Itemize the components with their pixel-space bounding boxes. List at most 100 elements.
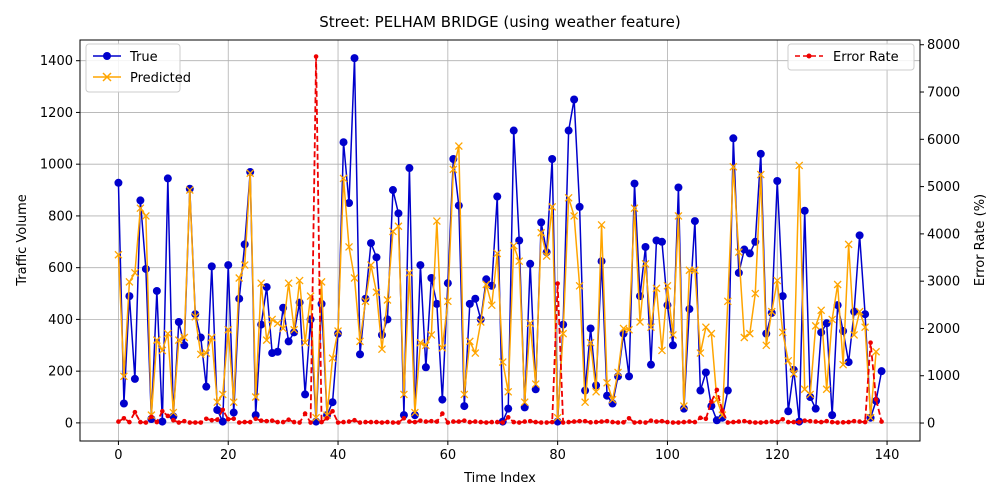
data-point-predicted [119,372,128,381]
series-predicted [114,142,881,422]
data-point-true [163,174,172,183]
data-point-error-rate [445,420,451,425]
data-point-predicted [405,268,414,277]
data-point-error-rate [396,420,401,425]
data-point-error-rate [368,419,374,425]
data-point-predicted [515,257,524,266]
data-point-error-rate [187,420,193,425]
y2-tick-label: 7000 [927,86,960,101]
data-point-error-rate [203,416,209,422]
data-point-predicted [504,387,513,396]
data-point-predicted [141,211,150,220]
data-point-predicted [152,336,161,345]
y-tick-label: 1400 [40,54,73,69]
data-point-true [701,368,710,377]
data-point-predicted [350,274,359,282]
data-point-predicted [427,330,436,339]
data-point-error-rate [632,420,637,425]
data-point-predicted [482,280,491,289]
data-point-error-rate [752,420,758,425]
data-point-error-rate [500,420,506,425]
data-point-error-rate [335,420,341,425]
data-point-predicted [559,329,568,338]
data-point-error-rate [434,419,440,424]
data-point-error-rate [225,416,231,422]
data-point-error-rate [846,419,851,425]
data-point-true [350,54,359,63]
data-point-true [421,363,430,372]
data-point-true [377,330,386,339]
data-point-error-rate [709,399,714,405]
data-point-predicted [493,249,502,258]
data-point-error-rate [857,419,862,424]
data-point-true [520,403,529,412]
data-point-error-rate [566,419,571,425]
data-point-predicted [630,204,639,213]
legend-left: True Predicted [85,43,191,93]
data-point-predicted [839,360,848,369]
data-point-predicted [235,274,244,282]
y2-tick-label: 0 [927,417,935,432]
data-point-predicted [784,356,793,365]
x-tick-label: 100 [655,448,680,463]
data-point-predicted [449,165,458,174]
data-point-error-rate [840,420,846,425]
data-point-predicted [410,408,419,417]
legend-error-marker [806,53,812,59]
data-point-error-rate [302,411,308,416]
data-point-true [125,292,134,301]
data-point-error-rate [599,419,604,424]
data-point-true [235,294,244,303]
data-point-error-rate [198,420,204,425]
data-point-predicted [592,387,601,396]
data-point-predicted [817,306,826,315]
data-point-predicted [334,327,342,336]
data-point-true [531,385,540,394]
data-point-predicted [707,329,716,338]
y2-tick-label: 5000 [927,180,960,195]
data-point-predicted [114,250,123,259]
data-point-error-rate [769,419,775,424]
data-point-true [471,294,480,303]
data-point-error-rate [160,408,165,414]
data-point-true [366,239,375,248]
data-point-error-rate [171,417,176,423]
data-point-true [504,404,513,413]
data-point-predicted [806,390,815,399]
data-point-predicted [339,174,348,183]
data-point-predicted [822,385,831,394]
data-point-error-rate [220,407,226,413]
data-point-true [674,183,683,192]
data-point-true [778,292,787,301]
data-point-true [356,350,364,359]
data-point-predicted [180,333,189,342]
data-point-error-rate [692,419,698,425]
data-point-error-rate [132,409,138,415]
data-point-true [855,231,864,240]
data-point-true [262,283,271,292]
data-point-predicted [295,276,304,285]
data-point-true [811,404,820,413]
data-point-predicted [542,252,551,260]
data-point-true [690,217,699,226]
data-point-true [548,155,557,164]
data-point-true [696,386,705,395]
data-point-error-rate [687,419,692,424]
data-point-predicted [756,170,765,179]
data-point-error-rate [555,281,560,286]
data-point-true [597,257,606,266]
data-point-error-rate [379,420,385,425]
data-point-error-rate [681,419,687,425]
x-tick-label: 80 [549,448,566,463]
data-point-true [273,347,282,356]
data-point-true [537,218,546,227]
data-point-error-rate [802,418,808,423]
data-point-predicted [734,248,743,257]
data-point-error-rate [154,419,160,425]
data-point-true [207,262,216,271]
data-point-error-rate [818,419,824,425]
data-point-true [723,386,732,395]
chart-title: Street: PELHAM BRIDGE (using weather fea… [319,13,680,31]
data-point-error-rate [851,418,857,424]
data-point-predicted [844,240,853,249]
